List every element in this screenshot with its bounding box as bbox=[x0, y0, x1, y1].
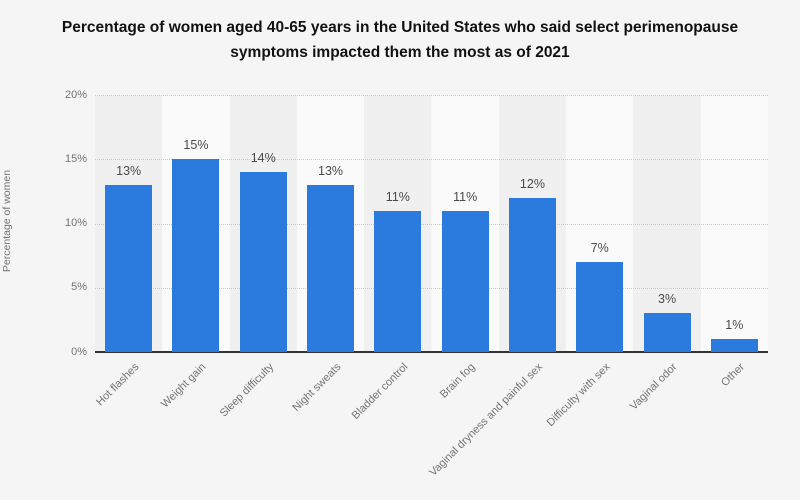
y-gridline bbox=[95, 223, 768, 225]
bar-value-label: 11% bbox=[385, 189, 410, 204]
y-gridline bbox=[95, 95, 768, 96]
y-tick-label: 20% bbox=[64, 88, 87, 101]
x-category-label: Vaginal dryness and painful sex bbox=[427, 361, 545, 479]
x-category-label: Sleep difficulty bbox=[217, 361, 276, 420]
x-category-label: Vaginal odor bbox=[627, 361, 680, 413]
chart-title: Percentage of women aged 40-65 years in … bbox=[61, 19, 739, 61]
bar-value-label: 12% bbox=[519, 176, 545, 191]
bar[interactable] bbox=[172, 159, 220, 352]
bar[interactable] bbox=[576, 262, 624, 352]
bar-value-label: 11% bbox=[453, 189, 478, 204]
bar[interactable] bbox=[441, 210, 489, 352]
y-tick-label: 0% bbox=[71, 345, 87, 358]
x-category-label: Hot flashes bbox=[93, 361, 142, 409]
bar-value-label: 7% bbox=[590, 241, 609, 256]
y-tick-label: 15% bbox=[64, 152, 87, 165]
y-tick-label: 5% bbox=[71, 281, 87, 294]
bar[interactable] bbox=[307, 184, 355, 352]
x-category-label: Night sweats bbox=[290, 361, 344, 415]
y-tick-label: 10% bbox=[64, 217, 87, 229]
x-category-label: Brain fog bbox=[438, 361, 478, 401]
y-gridline bbox=[95, 159, 768, 161]
bar[interactable] bbox=[508, 197, 556, 352]
x-category-label: Weight gain bbox=[159, 361, 209, 411]
bar[interactable] bbox=[643, 313, 691, 352]
y-axis-title: Percentage of women bbox=[1, 169, 13, 273]
bar-value-label: 14% bbox=[250, 151, 276, 166]
bar[interactable] bbox=[105, 184, 153, 352]
x-category-label: Difficulty with sex bbox=[544, 361, 613, 429]
bar-value-label: 13% bbox=[116, 163, 142, 178]
bar-value-label: 1% bbox=[725, 318, 744, 333]
x-category-label: Other bbox=[718, 361, 747, 389]
bar[interactable] bbox=[374, 210, 422, 352]
bar[interactable] bbox=[710, 339, 758, 352]
bar-value-label: 3% bbox=[658, 292, 677, 307]
x-axis-line bbox=[95, 351, 768, 353]
y-gridline bbox=[95, 287, 768, 289]
bar-value-label: 13% bbox=[318, 163, 344, 178]
x-category-label: Bladder control bbox=[349, 361, 411, 422]
bar-value-label: 15% bbox=[183, 138, 209, 153]
bar[interactable] bbox=[239, 172, 287, 352]
